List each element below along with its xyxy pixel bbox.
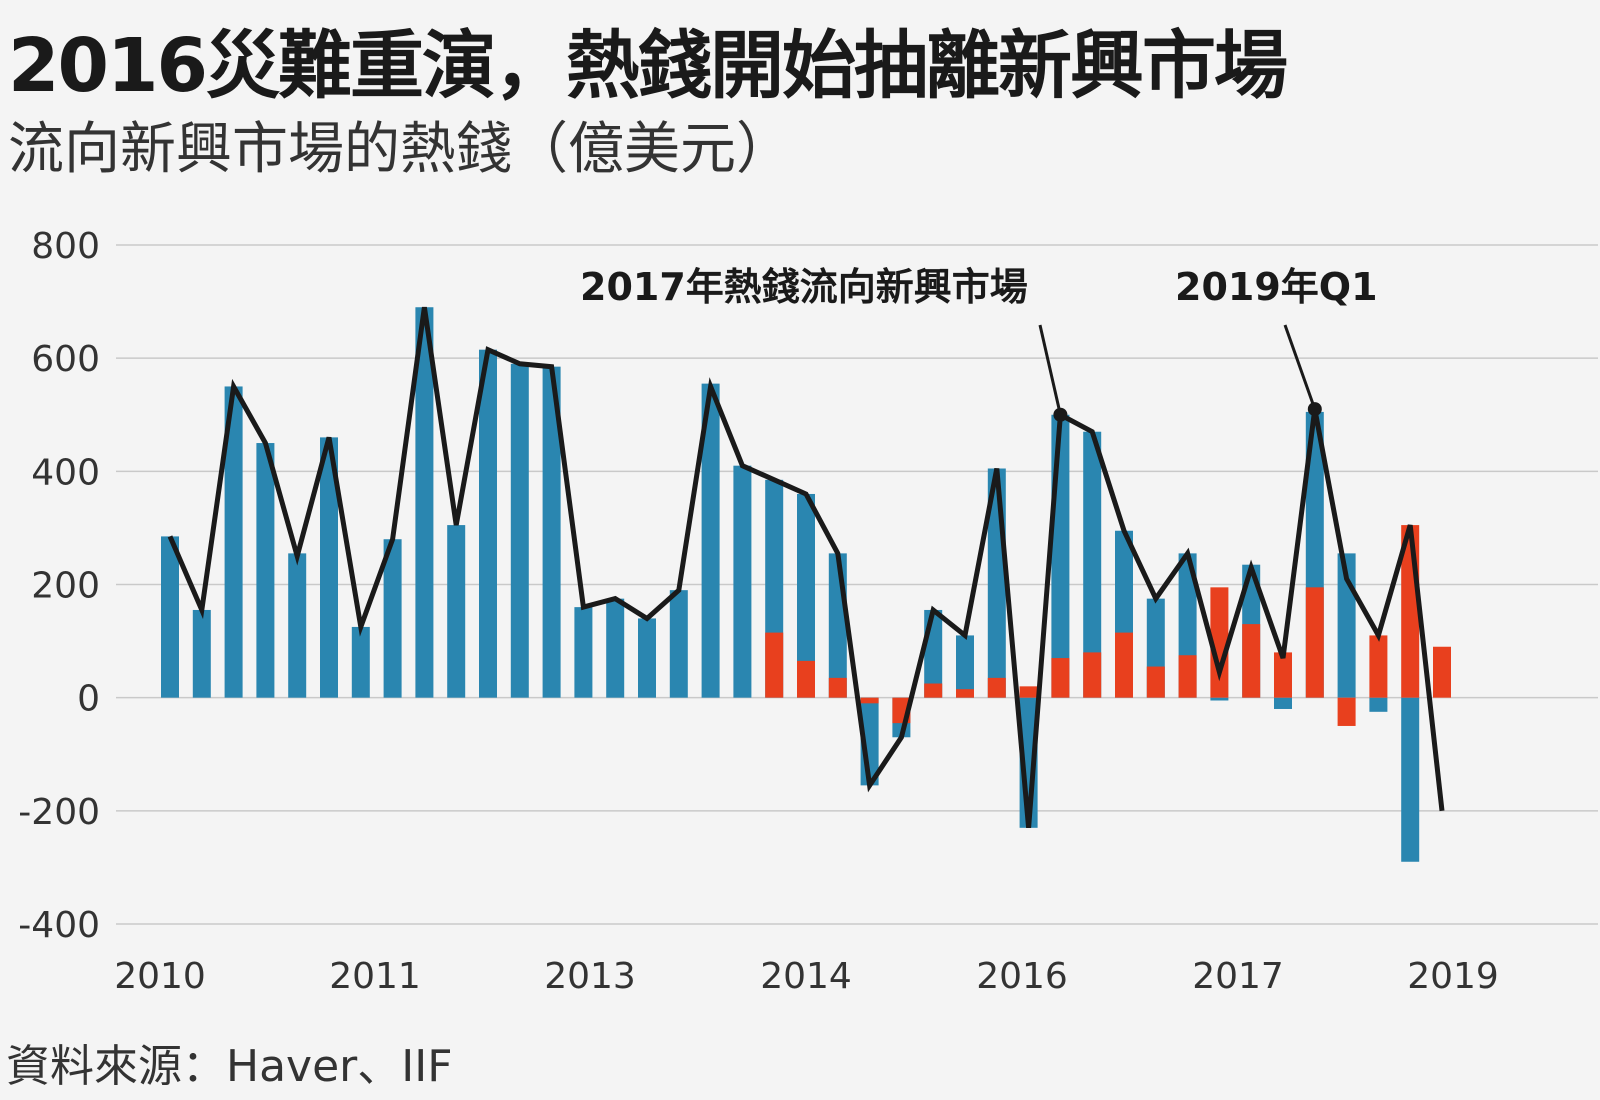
y-tick-label: -400 — [18, 905, 100, 946]
line-series — [167, 306, 1445, 829]
y-axis: -400 -200 0 200 400 600 800 — [18, 226, 100, 946]
bar-blue — [701, 383, 720, 698]
y-tick-label: 200 — [31, 566, 100, 607]
bar-red — [860, 697, 879, 704]
bar-red — [1083, 652, 1102, 698]
gridlines — [116, 244, 1598, 925]
bar-red — [1051, 658, 1070, 698]
annotations: 2017年熱錢流向新興市場 2019年Q1 — [580, 265, 1378, 422]
bar-blue — [479, 349, 497, 698]
annotation-label: 2017年熱錢流向新興市場 — [580, 265, 1028, 309]
bar-red — [1115, 632, 1133, 698]
bar-blue — [1369, 697, 1388, 712]
bar-blue — [224, 386, 243, 698]
bar-blue — [1083, 431, 1102, 698]
bar-red — [1146, 666, 1165, 698]
bar-red — [1274, 652, 1292, 698]
bar-red — [1242, 624, 1261, 698]
line-path — [167, 306, 1445, 829]
bar-blue — [606, 598, 625, 698]
bar-blue — [192, 609, 211, 698]
y-tick-label: 600 — [31, 339, 100, 380]
bar-blue — [638, 618, 656, 698]
bar-red — [1337, 697, 1356, 726]
bar-blue — [1210, 697, 1229, 701]
bar-blue — [256, 443, 275, 698]
bar-blue — [415, 307, 434, 698]
bar-red — [1305, 587, 1324, 698]
bar-red — [1433, 646, 1451, 698]
annotation-leader — [1038, 324, 1062, 416]
bar-blue — [351, 626, 370, 698]
bar-red — [956, 689, 974, 698]
chart-title: 2016災難重演，熱錢開始抽離新興市場 — [8, 23, 1288, 109]
x-tick-label: 2013 — [544, 956, 636, 997]
annotation-dot — [1307, 402, 1322, 417]
bar-red — [987, 677, 1006, 698]
bar-blue — [320, 437, 338, 698]
x-tick-label: 2017 — [1192, 956, 1284, 997]
bar-blue — [161, 536, 179, 698]
x-tick-label: 2011 — [329, 956, 421, 997]
y-tick-label: 0 — [77, 679, 100, 720]
bar-blue — [574, 607, 593, 698]
bar-blue — [1051, 414, 1070, 698]
bar-red — [1178, 655, 1197, 698]
bar-blue — [447, 525, 466, 698]
bar-red — [797, 660, 815, 698]
y-tick-label: 400 — [31, 452, 100, 493]
y-tick-label: 800 — [31, 226, 100, 267]
bar-blue — [383, 539, 402, 698]
bar-blue — [1401, 697, 1420, 862]
x-tick-label: 2014 — [760, 956, 852, 997]
bar-blue — [733, 465, 752, 698]
x-tick-label: 2016 — [976, 956, 1068, 997]
annotation-dot — [1053, 407, 1068, 422]
bar-blue — [288, 553, 307, 698]
chart-subtitle: 流向新興市場的熱錢（億美元） — [8, 117, 792, 182]
annotation-label: 2019年Q1 — [1175, 265, 1378, 309]
bar-red — [765, 632, 784, 698]
bar-blue — [1274, 697, 1292, 709]
bar-blue — [669, 590, 688, 698]
x-tick-label: 2010 — [114, 956, 206, 997]
annotation-leader — [1283, 324, 1317, 410]
bar-red — [828, 677, 847, 698]
bar-red — [1210, 587, 1229, 698]
y-tick-label: -200 — [18, 792, 100, 833]
bar-blue — [828, 553, 847, 698]
bar-red — [924, 683, 943, 698]
bar-blue — [956, 635, 974, 698]
source-note: 資料來源：Haver、IIF — [6, 1041, 453, 1092]
bar-red — [1019, 686, 1038, 698]
bar-red — [1369, 635, 1388, 698]
bar-blue — [542, 366, 561, 698]
x-tick-label: 2019 — [1407, 956, 1499, 997]
bar-blue — [510, 363, 529, 698]
bar-blue — [797, 493, 815, 698]
x-axis: 2010 2011 2013 2014 2016 2017 2019 — [114, 956, 1499, 997]
